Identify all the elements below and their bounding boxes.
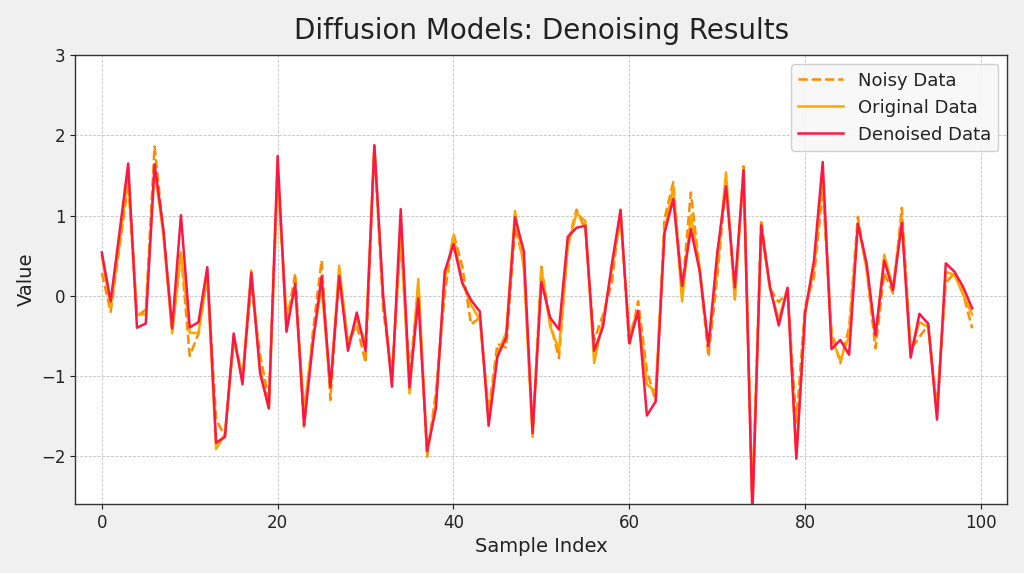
Noisy Data bbox=[966, 325, 978, 332]
X-axis label: Sample Index: Sample Index bbox=[475, 537, 607, 556]
Noisy Data bbox=[95, 269, 108, 276]
Denoised Data bbox=[913, 311, 926, 317]
Line: Original Data: Original Data bbox=[101, 147, 972, 505]
Original Data bbox=[746, 502, 759, 509]
Original Data bbox=[940, 269, 952, 276]
Original Data bbox=[298, 406, 310, 413]
Denoised Data bbox=[263, 405, 275, 411]
Noisy Data bbox=[913, 333, 926, 340]
Denoised Data bbox=[940, 260, 952, 267]
Denoised Data bbox=[553, 326, 565, 333]
Denoised Data bbox=[298, 422, 310, 429]
Denoised Data bbox=[369, 142, 381, 148]
Original Data bbox=[553, 347, 565, 354]
Original Data bbox=[624, 331, 636, 337]
Original Data bbox=[913, 319, 926, 325]
Noisy Data bbox=[298, 423, 310, 430]
Noisy Data bbox=[553, 355, 565, 362]
Original Data bbox=[966, 311, 978, 318]
Line: Noisy Data: Noisy Data bbox=[101, 147, 972, 503]
Noisy Data bbox=[263, 397, 275, 403]
Denoised Data bbox=[746, 512, 759, 519]
Noisy Data bbox=[624, 343, 636, 350]
Denoised Data bbox=[624, 340, 636, 347]
Noisy Data bbox=[940, 279, 952, 286]
Noisy Data bbox=[746, 499, 759, 506]
Title: Diffusion Models: Denoising Results: Diffusion Models: Denoising Results bbox=[294, 17, 788, 45]
Original Data bbox=[369, 144, 381, 151]
Original Data bbox=[95, 253, 108, 260]
Original Data bbox=[263, 406, 275, 413]
Denoised Data bbox=[95, 249, 108, 256]
Legend: Noisy Data, Original Data, Denoised Data: Noisy Data, Original Data, Denoised Data bbox=[791, 64, 998, 151]
Denoised Data bbox=[966, 305, 978, 312]
Y-axis label: Value: Value bbox=[16, 253, 36, 307]
Noisy Data bbox=[369, 143, 381, 150]
Line: Denoised Data: Denoised Data bbox=[101, 145, 972, 515]
